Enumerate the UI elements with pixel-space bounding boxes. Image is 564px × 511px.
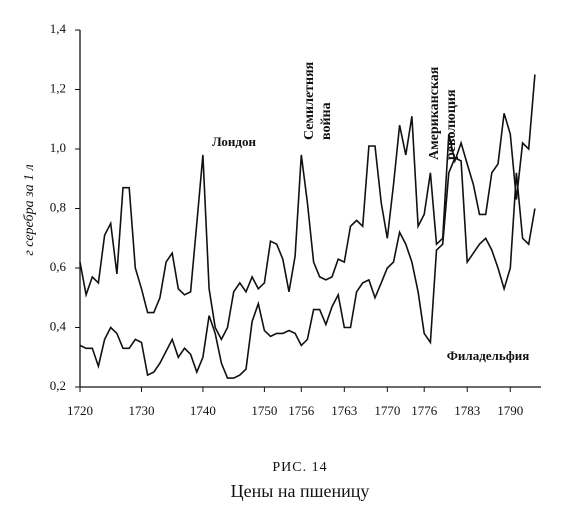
x-tick-label: 1750 [251, 403, 277, 418]
series-line [79, 156, 536, 379]
y-axis-label: г серебра за 1 л [22, 164, 37, 255]
x-tick-label: 1770 [374, 403, 400, 418]
y-tick-label: 1,0 [50, 140, 66, 155]
chart-title: Цены на пшеницу [231, 481, 370, 501]
annotation: Семилетняя [302, 61, 317, 140]
x-tick-label: 1790 [497, 403, 523, 418]
x-tick-label: 1740 [190, 403, 216, 418]
y-tick-label: 1,2 [50, 80, 66, 95]
series-line [79, 74, 536, 342]
x-tick-label: 1730 [128, 403, 154, 418]
series-label: Лондон [212, 134, 256, 149]
x-tick-label: 1756 [288, 403, 315, 418]
y-tick-label: 0,2 [50, 378, 66, 393]
y-tick-label: 0,8 [50, 199, 66, 214]
y-tick-label: 0,4 [50, 318, 67, 333]
annotation: Американская [427, 66, 442, 160]
x-tick-label: 1720 [67, 403, 93, 418]
y-tick-label: 0,6 [50, 259, 67, 274]
series-label: Филадельфия [447, 348, 529, 363]
y-tick-label: 1,4 [50, 21, 67, 36]
x-tick-label: 1783 [454, 403, 480, 418]
x-tick-label: 1763 [331, 403, 357, 418]
x-tick-label: 1776 [411, 403, 438, 418]
annotation: революция [444, 89, 459, 160]
figure-label: РИС. 14 [272, 460, 327, 475]
annotation: война [319, 102, 334, 140]
